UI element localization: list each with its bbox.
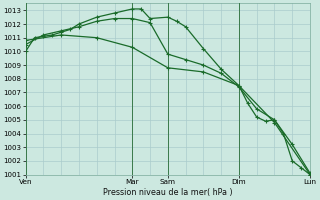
X-axis label: Pression niveau de la mer( hPa ): Pression niveau de la mer( hPa ) [103,188,233,197]
